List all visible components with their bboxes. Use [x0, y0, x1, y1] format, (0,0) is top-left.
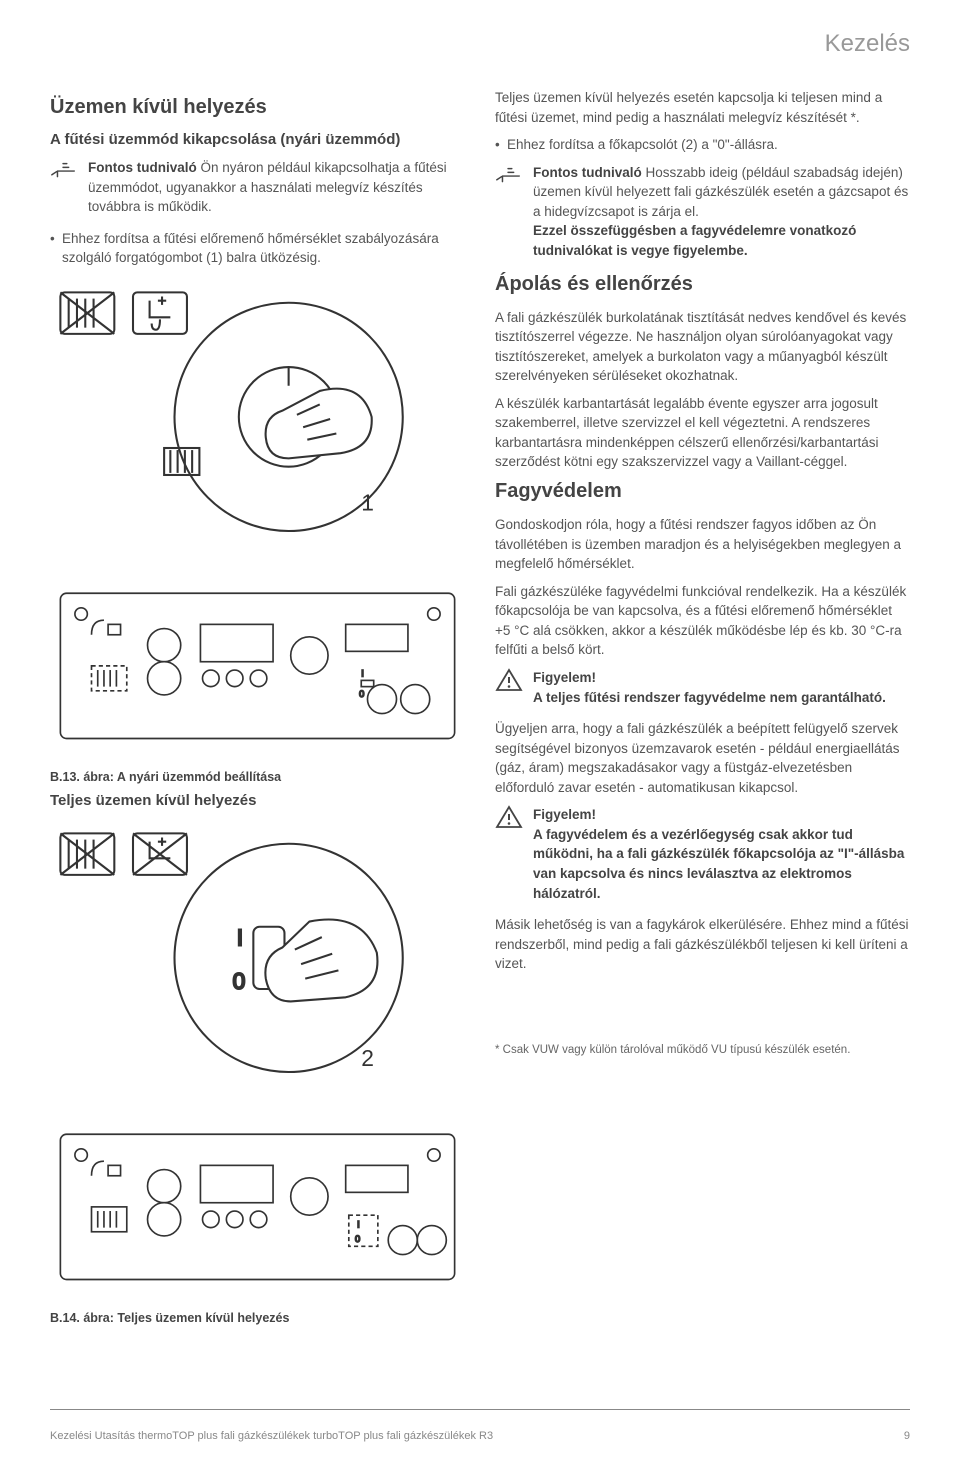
- figure-caption-b13: B.13. ábra: A nyári üzemmód beállítása: [50, 770, 465, 784]
- warning-title: Figyelem!: [533, 668, 910, 688]
- page-footer: Kezelési Utasítás thermoTOP plus fali gá…: [50, 1424, 910, 1442]
- svg-text:I: I: [237, 924, 243, 950]
- paragraph-frost-1: Gondoskodjon róla, hogy a fűtési rendsze…: [495, 515, 910, 574]
- svg-text:I: I: [357, 1220, 360, 1230]
- svg-text:2: 2: [361, 1045, 374, 1071]
- warning-title: Figyelem!: [533, 805, 910, 825]
- warning-2: Figyelem! A fagyvédelem és a vezérlőegys…: [495, 805, 910, 903]
- note-important-2: Fontos tudnivaló Hosszabb ideig (például…: [495, 163, 910, 261]
- svg-text:1: 1: [361, 489, 374, 515]
- heading-shutdown: Üzemen kívül helyezés: [50, 96, 465, 119]
- left-column: Üzemen kívül helyezés A fűtési üzemmód k…: [50, 88, 465, 1333]
- note-important-1: Fontos tudnivaló Ön nyáron például kikap…: [50, 158, 465, 217]
- paragraph-cleaning: A fali gázkészülék burkolatának tisztítá…: [495, 308, 910, 386]
- warning-text: A fagyvédelem és a vezérlőegység csak ak…: [533, 825, 910, 903]
- warning-1: Figyelem! A teljes fűtési rendszer fagyv…: [495, 668, 910, 707]
- svg-text:0: 0: [355, 1234, 360, 1244]
- page-header: Kezelés: [50, 30, 910, 58]
- warning-text: A teljes fűtési rendszer fagyvédelme nem…: [533, 688, 910, 708]
- hand-icon: [495, 163, 523, 187]
- bullet-instruction-1: Ehhez fordítsa a fűtési előremenő hőmérs…: [50, 229, 465, 268]
- note-title: Fontos tudnivaló: [533, 165, 642, 180]
- subheading-summer-mode: A fűtési üzemmód kikapcsolása (nyári üze…: [50, 131, 465, 148]
- figure-caption-b14: B.14. ábra: Teljes üzemen kívül helyezés: [50, 1311, 465, 1325]
- footer-rule: [50, 1409, 910, 1410]
- footnote-asterisk: * Csak VUW vagy külön tárolóval működő V…: [495, 1044, 910, 1056]
- footer-left-text: Kezelési Utasítás thermoTOP plus fali gá…: [50, 1430, 493, 1442]
- warning-icon: [495, 668, 523, 692]
- note-title: Fontos tudnivaló: [88, 160, 197, 175]
- svg-text:0: 0: [233, 968, 246, 994]
- paragraph-auto-shutoff: Ügyeljen arra, hogy a fali gázkészülék a…: [495, 719, 910, 797]
- subheading-full-shutdown: Teljes üzemen kívül helyezés: [50, 792, 465, 809]
- footer-page-number: 9: [904, 1430, 910, 1442]
- schematic-full-shutdown: I 0 2: [50, 823, 465, 1300]
- paragraph-full-shutdown-intro: Teljes üzemen kívül helyezés esetén kapc…: [495, 88, 910, 127]
- figure-b14: I 0 2: [50, 823, 465, 1325]
- note-text-bold: Ezzel összefüggésben a fagyvédelemre von…: [533, 221, 910, 260]
- heading-care: Ápolás és ellenőrzés: [495, 273, 910, 296]
- warning-icon: [495, 805, 523, 829]
- hand-icon: [50, 158, 78, 182]
- paragraph-drain: Másik lehetőség is van a fagykárok elker…: [495, 915, 910, 974]
- figure-b13: 1: [50, 282, 465, 784]
- svg-text:0: 0: [359, 689, 364, 699]
- schematic-summer-mode: 1: [50, 282, 465, 759]
- svg-text:I: I: [361, 668, 364, 678]
- two-column-layout: Üzemen kívül helyezés A fűtési üzemmód k…: [50, 88, 910, 1333]
- paragraph-frost-2: Fali gázkészüléke fagyvédelmi funkcióval…: [495, 582, 910, 660]
- right-column: Teljes üzemen kívül helyezés esetén kapc…: [495, 88, 910, 1333]
- paragraph-maintenance: A készülék karbantartását legalább évent…: [495, 394, 910, 472]
- bullet-mainswitch-0: Ehhez fordítsa a főkapcsolót (2) a "0"-á…: [495, 135, 910, 155]
- heading-frost: Fagyvédelem: [495, 480, 910, 503]
